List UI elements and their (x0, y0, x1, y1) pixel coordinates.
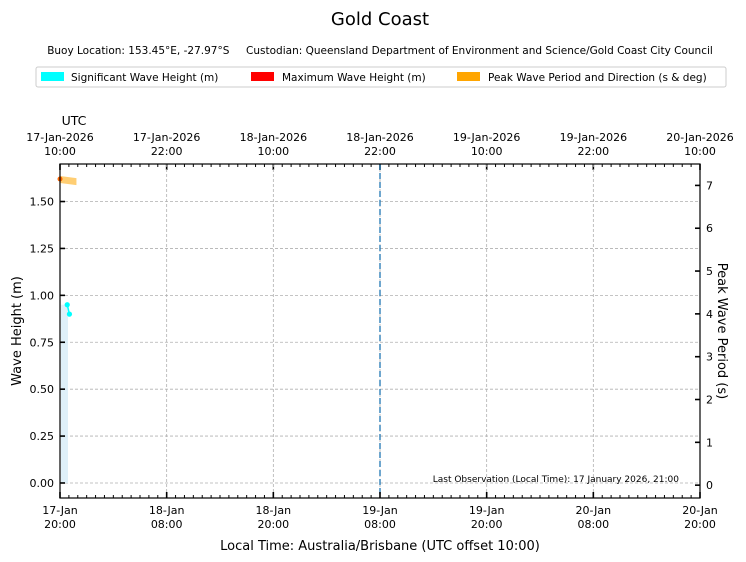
legend-swatch-period (457, 72, 480, 81)
sig-height-point (64, 302, 70, 308)
legend-label-period: Peak Wave Period and Direction (s & deg) (488, 72, 707, 84)
chart-subtitle: Buoy Location: 153.45°E, -27.97°S Custod… (47, 45, 713, 57)
right-axis-tick-label: 5 (706, 265, 713, 278)
bottom-axis-tick-time: 08:00 (151, 518, 183, 531)
legend: Significant Wave Height (m) Maximum Wave… (35, 66, 727, 88)
bottom-axis-tick-time: 08:00 (577, 518, 609, 531)
right-axis-tick-label: 3 (706, 351, 713, 364)
legend-label-max: Maximum Wave Height (m) (282, 72, 426, 84)
sig-height-area (61, 304, 68, 483)
top-axis-tick-date: 18-Jan-2026 (346, 131, 414, 144)
top-axis-tick-time: 10:00 (44, 145, 76, 158)
annotation-last-observation: Last Observation (Local Time): 17 Januar… (433, 475, 680, 485)
right-axis-tick-label: 1 (706, 436, 713, 449)
bottom-axis: 17-Jan20:0018-Jan08:0018-Jan20:0019-Jan0… (42, 492, 718, 531)
left-axis-tick-label: 0.50 (30, 383, 55, 396)
top-axis-tick-date: 19-Jan-2026 (560, 131, 628, 144)
legend-label-sig: Significant Wave Height (m) (71, 72, 218, 84)
legend-swatch-max (251, 72, 274, 81)
top-axis-tick-time: 10:00 (471, 145, 503, 158)
peak-period-band (60, 175, 77, 186)
bottom-axis-tick-date: 20-Jan (682, 504, 718, 517)
top-axis-tick-date: 17-Jan-2026 (133, 131, 201, 144)
top-axis-tick-time: 10:00 (684, 145, 716, 158)
top-axis-tick-time: 22:00 (577, 145, 609, 158)
bottom-axis-tick-time: 20:00 (44, 518, 76, 531)
bottom-axis-tick-time: 20:00 (684, 518, 716, 531)
bottom-axis-tick-time: 20:00 (471, 518, 503, 531)
top-axis-tick-time: 22:00 (364, 145, 396, 158)
chart-title: Gold Coast (331, 9, 429, 30)
right-axis-tick-label: 4 (706, 308, 713, 321)
bottom-axis-tick-time: 20:00 (257, 518, 289, 531)
right-axis-tick-label: 6 (706, 222, 713, 235)
left-axis-tick-label: 1.50 (30, 196, 55, 209)
bottom-axis-tick-date: 18-Jan (256, 504, 292, 517)
bottom-axis-tick-date: 19-Jan (362, 504, 398, 517)
right-axis-tick-label: 0 (706, 479, 713, 492)
top-axis-tick-date: 18-Jan-2026 (240, 131, 308, 144)
top-axis: 17-Jan-202610:0017-Jan-202622:0018-Jan-2… (26, 131, 734, 170)
bottom-axis-tick-date: 20-Jan (576, 504, 612, 517)
legend-frame (35, 66, 727, 88)
left-axis-tick-label: 1.25 (30, 242, 55, 255)
y-axis-label-right: Peak Wave Period (s) (714, 263, 729, 399)
y-axis-label-left: Wave Height (m) (10, 276, 25, 386)
top-axis-tick-date: 19-Jan-2026 (453, 131, 521, 144)
top-axis-tick-time: 10:00 (257, 145, 289, 158)
series-layer (57, 175, 77, 483)
x-axis-label-bottom: Local Time: Australia/Brisbane (UTC offs… (220, 539, 540, 554)
top-axis-tick-date: 20-Jan-2026 (666, 131, 734, 144)
top-axis-tick-time: 22:00 (151, 145, 183, 158)
bottom-axis-tick-date: 18-Jan (149, 504, 185, 517)
legend-swatch-sig (41, 72, 64, 81)
sig-height-point (66, 311, 73, 317)
bottom-axis-tick-date: 19-Jan (469, 504, 505, 517)
top-axis-tick-date: 17-Jan-2026 (26, 131, 94, 144)
left-axis-tick-label: 1.00 (30, 289, 55, 302)
right-axis: 0 1 2 3 4 5 6 7 (695, 179, 713, 492)
right-axis-tick-label: 2 (706, 394, 713, 407)
top-axis-label: UTC (62, 113, 87, 128)
bottom-axis-tick-time: 08:00 (364, 518, 396, 531)
left-axis: 0.00 0.25 0.50 0.75 1.00 1.25 1.50 (30, 196, 65, 490)
left-axis-tick-label: 0.75 (30, 336, 55, 349)
right-axis-tick-label: 7 (706, 179, 713, 192)
left-axis-tick-label: 0.00 (30, 477, 55, 490)
left-axis-tick-label: 0.25 (30, 430, 55, 443)
bottom-axis-tick-date: 17-Jan (42, 504, 78, 517)
